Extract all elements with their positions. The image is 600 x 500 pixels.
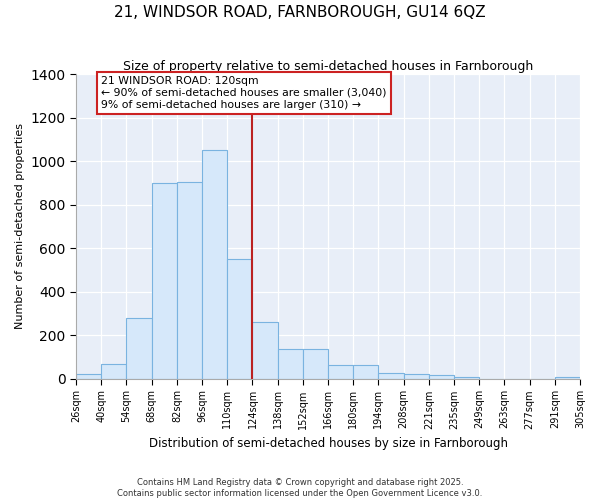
Text: 21, WINDSOR ROAD, FARNBOROUGH, GU14 6QZ: 21, WINDSOR ROAD, FARNBOROUGH, GU14 6QZ xyxy=(114,5,486,20)
Y-axis label: Number of semi-detached properties: Number of semi-detached properties xyxy=(15,124,25,330)
Bar xyxy=(429,376,454,379)
X-axis label: Distribution of semi-detached houses by size in Farnborough: Distribution of semi-detached houses by … xyxy=(149,437,508,450)
Bar xyxy=(454,376,479,379)
Bar xyxy=(278,350,303,379)
Text: Contains HM Land Registry data © Crown copyright and database right 2025.
Contai: Contains HM Land Registry data © Crown c… xyxy=(118,478,482,498)
Bar xyxy=(177,182,202,379)
Bar xyxy=(76,374,101,379)
Title: Size of property relative to semi-detached houses in Farnborough: Size of property relative to semi-detach… xyxy=(123,60,533,73)
Bar xyxy=(127,318,152,379)
Bar xyxy=(202,150,227,379)
Bar xyxy=(303,350,328,379)
Bar xyxy=(555,376,580,379)
Bar xyxy=(379,374,404,379)
Bar xyxy=(101,364,127,379)
Bar xyxy=(404,374,429,379)
Bar xyxy=(328,365,353,379)
Bar xyxy=(152,183,177,379)
Bar xyxy=(227,259,253,379)
Bar xyxy=(353,365,379,379)
Bar xyxy=(253,322,278,379)
Text: 21 WINDSOR ROAD: 120sqm
← 90% of semi-detached houses are smaller (3,040)
9% of : 21 WINDSOR ROAD: 120sqm ← 90% of semi-de… xyxy=(101,76,387,110)
